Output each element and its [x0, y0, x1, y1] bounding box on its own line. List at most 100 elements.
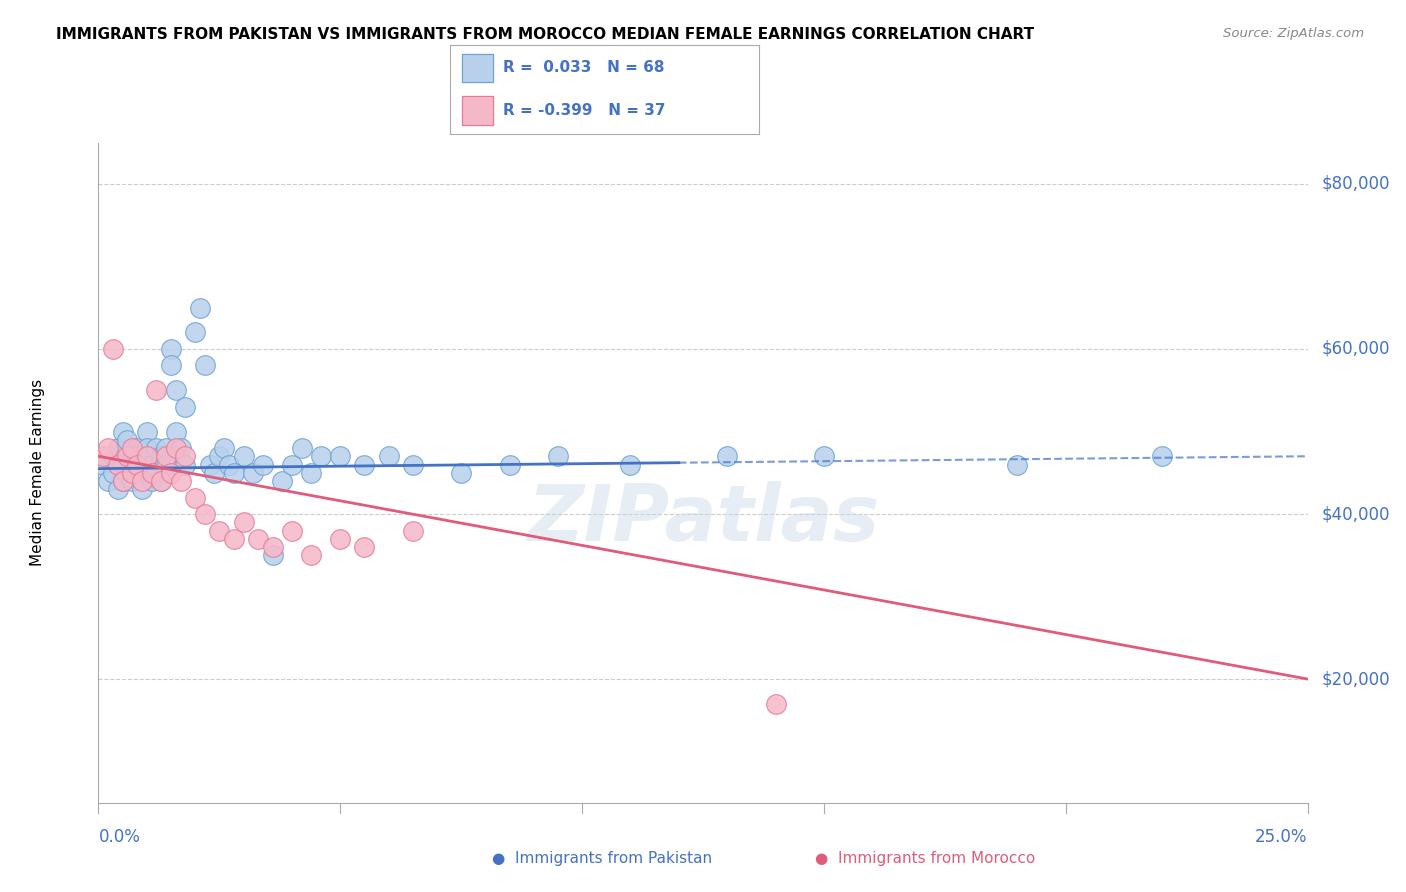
Point	[145, 441, 167, 455]
Point	[160, 342, 183, 356]
Point	[1152, 450, 1174, 464]
Point	[141, 466, 163, 480]
Point	[111, 474, 134, 488]
Point	[262, 540, 284, 554]
Point	[174, 458, 197, 472]
Point	[299, 466, 322, 480]
Point	[127, 441, 149, 455]
Point	[165, 441, 187, 455]
Point	[204, 466, 226, 480]
Point	[131, 474, 153, 488]
Point	[402, 458, 425, 472]
Point	[97, 441, 120, 455]
Point	[174, 400, 197, 414]
Point	[155, 441, 177, 455]
Text: Median Female Earnings: Median Female Earnings	[31, 379, 45, 566]
Point	[101, 342, 124, 356]
Point	[135, 441, 157, 455]
Point	[121, 458, 143, 472]
Point	[131, 458, 153, 472]
Point	[290, 441, 312, 455]
Text: ●  Immigrants from Pakistan: ● Immigrants from Pakistan	[492, 851, 713, 865]
Point	[169, 474, 191, 488]
Point	[765, 697, 787, 711]
Point	[212, 441, 235, 455]
Text: $80,000: $80,000	[1322, 175, 1391, 193]
Point	[353, 540, 375, 554]
Point	[101, 450, 124, 464]
Point	[188, 301, 211, 315]
Point	[131, 482, 153, 496]
Point	[155, 450, 177, 464]
Point	[402, 524, 425, 538]
Point	[242, 466, 264, 480]
Point	[813, 450, 835, 464]
Point	[377, 450, 399, 464]
Point	[619, 458, 641, 472]
Point	[121, 450, 143, 464]
Point	[135, 450, 157, 464]
Bar	[463, 96, 494, 125]
Point	[141, 458, 163, 472]
Point	[247, 532, 270, 546]
Point	[121, 441, 143, 455]
Point	[498, 458, 520, 472]
Point	[194, 359, 217, 373]
Point	[101, 466, 124, 480]
Bar	[463, 54, 494, 82]
Point	[150, 450, 173, 464]
Point	[121, 474, 143, 488]
Text: $60,000: $60,000	[1322, 340, 1391, 358]
Point	[97, 474, 120, 488]
Point	[232, 516, 254, 530]
Point	[135, 425, 157, 439]
Point	[165, 425, 187, 439]
Text: Source: ZipAtlas.com: Source: ZipAtlas.com	[1223, 27, 1364, 40]
Point	[107, 458, 129, 472]
Point	[1007, 458, 1029, 472]
Point	[155, 458, 177, 472]
Point	[281, 524, 304, 538]
Point	[450, 466, 472, 480]
Point	[107, 441, 129, 455]
Point	[121, 466, 143, 480]
Point	[160, 466, 183, 480]
Text: IMMIGRANTS FROM PAKISTAN VS IMMIGRANTS FROM MOROCCO MEDIAN FEMALE EARNINGS CORRE: IMMIGRANTS FROM PAKISTAN VS IMMIGRANTS F…	[56, 27, 1035, 42]
Text: ZIPatlas: ZIPatlas	[527, 481, 879, 557]
Point	[353, 458, 375, 472]
Point	[111, 474, 134, 488]
Point	[127, 458, 149, 472]
Point	[232, 450, 254, 464]
Point	[117, 433, 139, 447]
Point	[329, 532, 352, 546]
Text: 0.0%: 0.0%	[98, 828, 141, 846]
Text: 25.0%: 25.0%	[1256, 828, 1308, 846]
Point	[145, 384, 167, 398]
Point	[184, 326, 207, 340]
Point	[252, 458, 274, 472]
Point	[111, 425, 134, 439]
Text: R = -0.399   N = 37: R = -0.399 N = 37	[502, 103, 665, 118]
Point	[208, 450, 231, 464]
Point	[145, 466, 167, 480]
Point	[141, 474, 163, 488]
Point	[222, 532, 245, 546]
Point	[150, 474, 173, 488]
Bar	[463, 54, 494, 82]
Point	[198, 458, 221, 472]
Point	[281, 458, 304, 472]
Point	[165, 384, 187, 398]
Point	[222, 466, 245, 480]
Point	[299, 548, 322, 563]
Bar	[463, 96, 494, 125]
Point	[127, 450, 149, 464]
Point	[111, 458, 134, 472]
Point	[309, 450, 332, 464]
Point	[329, 450, 352, 464]
Point	[547, 450, 569, 464]
Point	[135, 450, 157, 464]
Point	[91, 458, 114, 472]
Point	[117, 450, 139, 464]
Point	[127, 466, 149, 480]
Point	[716, 450, 738, 464]
